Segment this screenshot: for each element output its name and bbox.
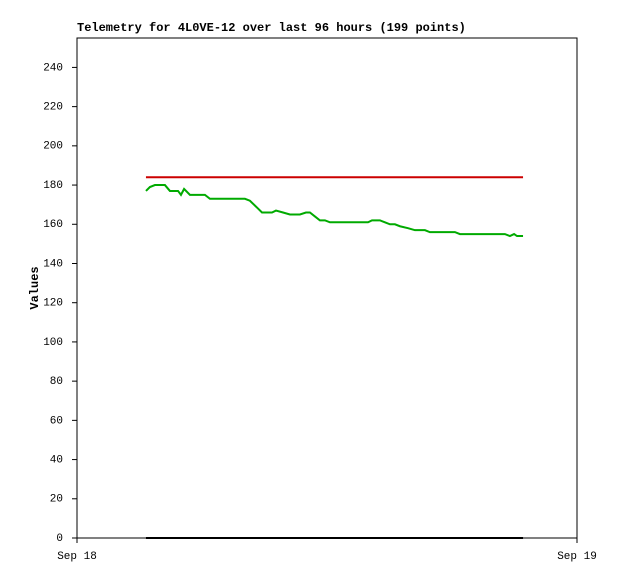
chart-title: Telemetry for 4L0VE-12 over last 96 hour…: [77, 21, 466, 35]
y-tick-label: 40: [50, 454, 63, 466]
y-tick-label: 200: [43, 141, 63, 153]
y-tick-label: 240: [43, 62, 63, 74]
y-tick-label: 60: [50, 415, 63, 427]
plot-frame: [76, 37, 578, 539]
series-line: [145, 184, 524, 238]
y-tick-label: 160: [43, 219, 63, 231]
x-tick-label: Sep 18: [57, 551, 97, 563]
y-tick-label: 180: [43, 180, 63, 192]
y-tick-label: 80: [50, 376, 63, 388]
y-tick-label: 100: [43, 337, 63, 349]
y-tick-label: 20: [50, 494, 63, 506]
y-axis-label: Values: [28, 266, 42, 309]
y-tick-label: 0: [56, 533, 63, 545]
y-tick-label: 220: [43, 102, 63, 114]
x-tick-label: Sep 19: [557, 551, 597, 563]
y-tick-label: 120: [43, 298, 63, 310]
y-tick-label: 140: [43, 258, 63, 270]
